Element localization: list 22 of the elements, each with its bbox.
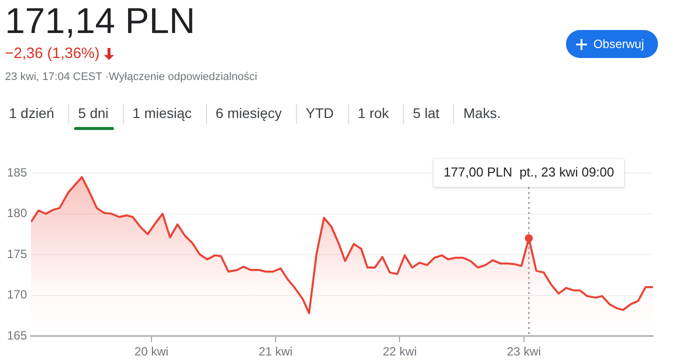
- text: 6 miesięcy: [214, 104, 283, 123]
- text: Maks.: [462, 104, 502, 123]
- chart-subtitle: −2,36 (1,36%): [5, 45, 100, 62]
- text: 1 rok: [356, 104, 390, 123]
- text: Obserwuj: [593, 37, 644, 51]
- y-tick-label: 175: [6, 246, 28, 261]
- text: 5 lat: [412, 104, 440, 123]
- text: 1 dzień: [8, 104, 56, 123]
- x-tick-label: 23 kwi: [506, 344, 541, 359]
- y-tick-label: 170: [6, 288, 28, 302]
- y-tick-label: 165: [6, 328, 28, 342]
- text: YTD: [304, 104, 335, 123]
- annotation: 177,00 PLN pt., 23 kwi 09:00: [444, 164, 614, 180]
- chart-title: 171,14 PLN: [5, 0, 196, 41]
- y-tick-label: 185: [6, 165, 28, 180]
- text: 5 dni: [77, 104, 110, 123]
- text: 1 miesiąc: [132, 104, 193, 123]
- text: 23 kwi, 17:04 CEST ·Wyłączenie odpowiedzialności: [5, 71, 258, 83]
- x-tick-label: 22 kwi: [382, 344, 417, 359]
- y-tick-label: 180: [6, 206, 28, 220]
- x-tick-label: 21 kwi: [258, 344, 293, 359]
- x-tick-label: 20 kwi: [134, 344, 168, 359]
